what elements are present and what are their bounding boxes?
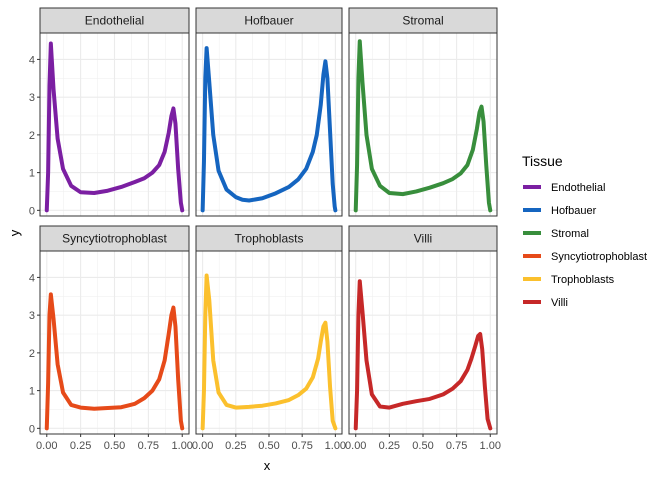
facet-strip-syncytiotrophoblast <box>39 225 190 252</box>
density-line-hofbauer <box>200 46 338 213</box>
facet-endothelial: Endothelial <box>39 7 190 217</box>
gridlines <box>196 33 342 216</box>
legend-item-stromal: Stromal <box>523 228 589 240</box>
legend-label: Stromal <box>551 228 589 240</box>
facet-strip-hofbauer <box>195 7 343 34</box>
legend-label: Syncytiotrophoblast <box>551 251 647 263</box>
panel-border <box>348 32 498 217</box>
legend-item-endothelial: Endothelial <box>523 182 605 194</box>
x-tick-label: 0.75 <box>446 440 467 452</box>
legend: Tissue Endothelial Hofbauer Stromal Syncyti… <box>522 153 647 309</box>
legend-item-syncytiotrophoblast: Syncytiotrophoblast <box>523 251 647 263</box>
x-tick-label: 0.00 <box>36 440 57 452</box>
density-line-syncytiotrophoblast <box>44 292 185 431</box>
legend-item-hofbauer: Hofbauer <box>523 205 597 217</box>
y-tick-label: 4 <box>29 54 35 66</box>
facet-strip-label: Hofbauer <box>244 14 293 28</box>
x-tick-label: 1.00 <box>480 440 501 452</box>
density-line-endothelial <box>44 41 185 213</box>
x-tick-label: 0.00 <box>192 440 213 452</box>
panels: Endothelial Hofbauer Stromal Syncytiotropho… <box>39 7 498 435</box>
x-tick-label: 0.50 <box>258 440 279 452</box>
x-tick-label: 0.25 <box>379 440 400 452</box>
legend-label: Trophoblasts <box>551 274 615 286</box>
facet-trophoblasts: Trophoblasts <box>195 225 343 435</box>
y-tick-label: 4 <box>29 272 35 284</box>
x-tick-label: 0.25 <box>225 440 246 452</box>
gridlines <box>40 33 189 216</box>
facet-strip-label: Trophoblasts <box>235 232 304 246</box>
y-tick-label: 1 <box>29 386 35 398</box>
facet-hofbauer: Hofbauer <box>195 7 343 217</box>
legend-title: Tissue <box>522 153 563 169</box>
y-tick-label: 0 <box>29 205 35 217</box>
y-tick-label: 2 <box>29 130 35 142</box>
facet-strip-endothelial <box>39 7 190 34</box>
facet-strip-label: Syncytiotrophoblast <box>62 232 167 246</box>
facet-syncytiotrophoblast: Syncytiotrophoblast <box>39 225 190 435</box>
density-line-stromal <box>353 39 493 213</box>
density-line-villi <box>353 279 493 431</box>
facet-strip-label: Endothelial <box>85 14 144 28</box>
density-line-trophoblasts <box>200 273 338 431</box>
x-tick-label: 0.50 <box>104 440 125 452</box>
facet-strip-label: Stromal <box>402 14 443 28</box>
y-tick-label: 1 <box>29 168 35 180</box>
y-tick-label: 3 <box>29 310 35 322</box>
legend-item-trophoblasts: Trophoblasts <box>523 274 615 286</box>
x-tick-label: 1.00 <box>172 440 193 452</box>
x-tick-label: 0.00 <box>345 440 366 452</box>
panel-border <box>195 32 343 217</box>
y-axis-title: y <box>7 229 22 236</box>
panel-border <box>39 32 190 217</box>
facet-strip-stromal <box>348 7 498 34</box>
x-tick-label: 0.75 <box>291 440 312 452</box>
x-tick-label: 1.00 <box>325 440 346 452</box>
y-tick-label: 0 <box>29 423 35 435</box>
facet-stromal: Stromal <box>348 7 498 217</box>
x-tick-label: 0.25 <box>70 440 91 452</box>
x-axis-title: x <box>264 458 271 473</box>
x-tick-label: 0.75 <box>138 440 159 452</box>
y-tick-label: 3 <box>29 92 35 104</box>
facet-villi: Villi <box>348 225 498 435</box>
x-tick-label: 0.50 <box>412 440 433 452</box>
legend-item-villi: Villi <box>523 297 568 309</box>
y-tick-label: 2 <box>29 348 35 360</box>
facet-strip-label: Villi <box>414 232 432 246</box>
legend-label: Hofbauer <box>551 205 597 217</box>
legend-label: Endothelial <box>551 182 605 194</box>
facet-strip-trophoblasts <box>195 225 343 252</box>
legend-label: Villi <box>551 297 568 309</box>
